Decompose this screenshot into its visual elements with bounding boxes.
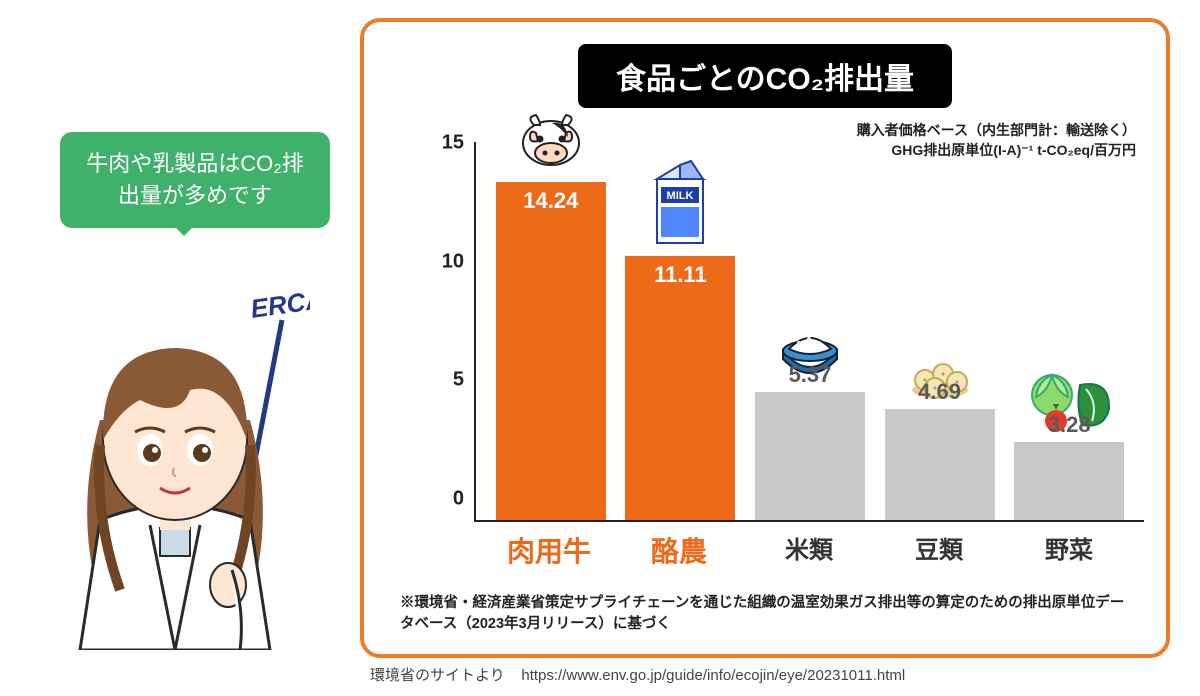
bar-value: 4.69 <box>885 379 995 405</box>
bar-value: 3.28 <box>1014 412 1124 438</box>
bar: MILK11.11 <box>625 256 735 520</box>
plot-area: 14.24MILK11.115.374.693.28 <box>474 142 1144 522</box>
cow-icon <box>516 103 586 178</box>
milk-icon: MILK <box>651 157 709 252</box>
svg-text:MILK: MILK <box>667 190 694 202</box>
bar-slot: 14.24 <box>496 182 606 520</box>
chart-panel: 食品ごとのCO₂排出量 購入者価格ベース（内生部門計：輸送除く） GHG排出原単… <box>360 18 1170 658</box>
y-tick: 10 <box>424 250 464 273</box>
bar-slot: MILK11.11 <box>625 256 735 520</box>
y-tick: 0 <box>424 488 464 511</box>
source-citation: 環境省のサイトより https://www.env.go.jp/guide/in… <box>370 664 905 685</box>
bar: 5.37 <box>755 392 865 520</box>
x-label: 酪農 <box>624 524 734 564</box>
bar-slot: 3.28 <box>1014 442 1124 520</box>
bar-value: 11.11 <box>625 262 735 288</box>
panel-footnote: ※環境省・経済産業省策定サプライチェーンを通じた組織の温室効果ガス排出等の算定の… <box>400 593 1136 637</box>
speech-bubble-text: 牛肉や乳製品はCO₂排出量が多めです <box>86 151 304 208</box>
bar-slot: 5.37 <box>755 392 865 520</box>
x-label: 豆類 <box>884 524 994 564</box>
bar: 4.69 <box>885 409 995 520</box>
y-tick: 5 <box>424 369 464 392</box>
bar-slot: 4.69 <box>885 409 995 520</box>
x-label: 米類 <box>754 524 864 564</box>
x-axis-labels: 肉用牛酪農米類豆類野菜 <box>474 524 1144 564</box>
y-tick: 15 <box>424 131 464 154</box>
bar-value: 5.37 <box>755 362 865 388</box>
x-label: 野菜 <box>1014 524 1124 564</box>
wand-label: ERCA <box>249 284 310 324</box>
x-label: 肉用牛 <box>494 524 604 564</box>
speech-bubble: 牛肉や乳製品はCO₂排出量が多めです <box>60 132 330 228</box>
y-axis: 051015 <box>424 142 474 562</box>
bar: 3.28 <box>1014 442 1124 520</box>
character-illustration: ERCA <box>40 270 310 650</box>
bar: 14.24 <box>496 182 606 520</box>
bar-chart: 14.24MILK11.115.374.693.28 051015 肉用牛酪農米… <box>424 142 1144 562</box>
bar-value: 14.24 <box>496 188 606 214</box>
panel-title: 食品ごとのCO₂排出量 <box>578 44 952 108</box>
